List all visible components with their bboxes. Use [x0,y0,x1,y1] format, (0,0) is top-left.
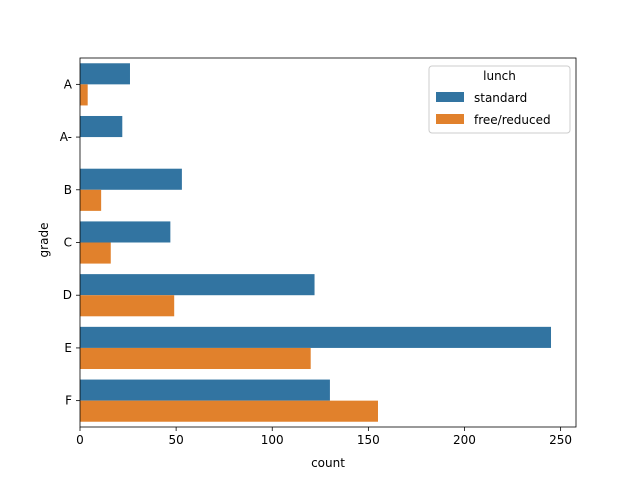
x-tick-label: 50 [168,433,183,447]
x-tick-label: 250 [549,433,572,447]
bar-standard-e [80,326,552,348]
y-tick-label: C [64,236,72,250]
bar-standard-a [80,63,130,85]
legend: lunch standard free/reduced [428,65,571,134]
bar-standard-aminus [80,115,123,138]
x-tick-label: 200 [453,433,476,447]
y-tick-label: E [64,341,72,355]
x-axis-label: count [311,456,345,470]
legend-label: standard [474,91,527,105]
bar-standard-b [80,168,182,190]
legend-box [428,65,571,134]
legend-swatch [436,114,464,124]
bar-free-reduced-d [80,295,175,317]
bar-standard-d [80,274,315,296]
bars-layer [80,63,552,422]
legend-title: lunch [483,69,516,83]
y-tick-label: D [63,288,72,302]
bar-free-reduced-a [80,84,88,106]
x-tick-label: 150 [357,433,380,447]
y-tick-label: F [65,394,72,408]
y-tick-label: A [64,77,73,91]
bar-free-reduced-b [80,189,102,211]
y-tick-label: A- [60,130,72,144]
x-tick-label: 0 [76,433,84,447]
bar-free-reduced-e [80,347,311,370]
y-tick-label: B [64,183,72,197]
plot-frame [79,57,577,428]
x-tick-label: 100 [261,433,284,447]
bar-free-reduced-c [80,242,111,264]
y-axis-label: grade [37,223,51,258]
axes-layer: A A- B C D E F 0 50 100 150 200 250 [60,57,577,447]
legend-swatch [436,92,464,102]
bar-free-reduced-f [80,400,378,422]
legend-label: free/reduced [474,113,551,127]
bar-standard-f [80,379,330,401]
bar-standard-c [80,221,171,243]
